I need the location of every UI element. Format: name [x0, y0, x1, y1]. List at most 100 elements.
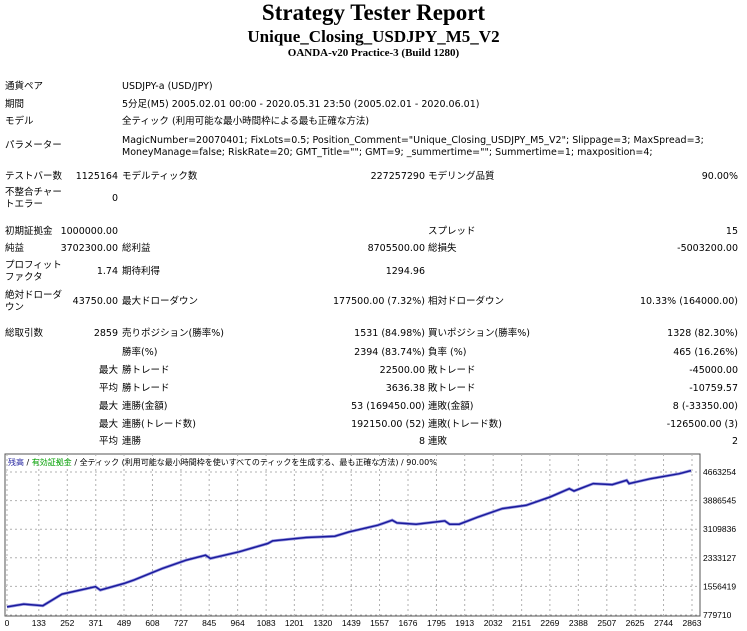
payoff-label: 期待利得	[122, 266, 161, 277]
win: 2394 (83.74%)	[354, 347, 425, 358]
rel-dd: 10.33% (164000.00)	[639, 296, 738, 307]
ticks: 227257290	[370, 171, 425, 182]
short-label: 売りポジション(勝率%)	[122, 328, 224, 339]
gross-profit-label: 総利益	[122, 243, 151, 254]
max-cw-count: 192150.00 (52)	[351, 419, 425, 430]
ea-name: Unique_Closing_USDJPY_M5_V2	[247, 27, 500, 46]
avg-cl: 2	[731, 436, 738, 447]
model: 全ティック (利用可能な最小時間枠による最も正確な方法)	[122, 116, 370, 127]
quality-label: モデリング品質	[428, 171, 495, 182]
avg-win-label: 勝トレード	[122, 383, 170, 394]
max-cl-count: -126500.00 (3)	[666, 419, 738, 430]
deposit-label: 初期証拠金	[5, 226, 53, 237]
sep: /	[72, 458, 80, 467]
errors-label-2: トエラー	[5, 199, 44, 210]
net-label: 純益	[5, 243, 25, 254]
avg-win: 3636.38	[385, 383, 425, 394]
x-tick-label: 489	[117, 618, 131, 628]
bars: 1125164	[75, 171, 118, 182]
max-label: 最大	[98, 401, 118, 412]
avg-cl-label: 連敗	[428, 436, 448, 447]
x-tick-label: 1201	[285, 618, 304, 628]
balance-line	[6, 469, 692, 608]
avg-cw-label: 連勝	[122, 436, 142, 447]
x-tick-label: 2269	[540, 618, 559, 628]
spread: 15	[725, 226, 738, 237]
bars-label: テストバー数	[5, 171, 63, 182]
max-cl-money: 8 (-33350.00)	[672, 401, 738, 412]
x-tick-label: 1557	[370, 618, 389, 628]
max-cl-count-label: 連敗(トレード数)	[428, 419, 502, 430]
x-tick-label: 2744	[654, 618, 673, 628]
y-tick-label: 4663254	[703, 467, 736, 477]
abs-dd-label-1: 絶対ドローダ	[5, 290, 63, 301]
sep: /	[399, 458, 407, 467]
short: 1531 (84.98%)	[354, 328, 425, 339]
x-tick-label: 1913	[455, 618, 474, 628]
plot-frame	[4, 453, 701, 617]
x-tick-label: 727	[174, 618, 188, 628]
gross-loss: -5003200.00	[677, 243, 738, 254]
x-tick-label: 1795	[427, 618, 446, 628]
params-label: パラメーター	[5, 140, 62, 151]
legend-equity: 有効証拠金	[32, 457, 72, 467]
max-dd-label: 最大ドローダウン	[122, 296, 199, 307]
y-tick-label: 3886545	[703, 496, 736, 506]
largest-win-label: 勝トレード	[122, 365, 170, 376]
quality: 90.00%	[701, 171, 738, 182]
gross-profit: 8705500.00	[367, 243, 425, 254]
max-cl-money-label: 連敗(金額)	[428, 401, 474, 412]
max-label: 最大	[98, 419, 118, 430]
largest-loss: -45000.00	[689, 365, 738, 376]
long: 1328 (82.30%)	[667, 328, 738, 339]
y-tick-label: 3109836	[703, 524, 736, 534]
period: 5分足(M5) 2005.02.01 00:00 - 2020.05.31 23…	[122, 99, 480, 110]
gross-loss-label: 総損失	[428, 243, 457, 254]
max-cw-money-label: 連勝(金額)	[122, 401, 168, 412]
x-tick-label: 2388	[569, 618, 588, 628]
params-2: MoneyManage=false; RiskRate=20; GMT_Titl…	[122, 147, 653, 158]
x-tick-label: 1439	[342, 618, 361, 628]
long-label: 買いポジション(勝率%)	[428, 328, 530, 339]
x-tick-label: 2507	[597, 618, 616, 628]
rel-dd-label: 相対ドローダウン	[428, 296, 505, 307]
pf-label-2: ファクタ	[5, 272, 43, 283]
payoff: 1294.96	[385, 266, 425, 277]
avg-cw: 8	[418, 436, 425, 447]
legend-model: 全ティック (利用可能な最小時間枠を使いすべてのティックを生成する、最も正確な方…	[80, 457, 399, 467]
ticks-label: モデルティック数	[122, 171, 198, 182]
pf: 1.74	[96, 266, 118, 277]
period-label: 期間	[5, 99, 25, 110]
equity-chart: 779710 1556419 2333127 3109836 3886545 466325…	[4, 453, 736, 628]
max-label: 最大	[98, 365, 118, 376]
x-tick-label: 1083	[257, 618, 276, 628]
pf-label-1: プロフィット	[5, 260, 62, 271]
legend-quality: 90.00%	[406, 458, 437, 467]
x-tick-label: 608	[145, 618, 159, 628]
avg-loss: -10759.57	[689, 383, 738, 394]
largest-loss-label: 敗トレード	[428, 365, 476, 376]
x-tick-label: 845	[202, 618, 216, 628]
x-tick-label: 1676	[399, 618, 418, 628]
max-cw-money: 53 (169450.00)	[351, 401, 425, 412]
spread-label: スプレッド	[428, 226, 476, 237]
params-1: MagicNumber=20070401; FixLots=0.5; Posit…	[122, 135, 704, 146]
x-tick-label: 2032	[484, 618, 503, 628]
deposit: 1000000.00	[60, 226, 118, 237]
x-tick-label: 2863	[683, 618, 702, 628]
y-tick-label: 779710	[703, 610, 732, 620]
loss-label: 負率 (%)	[428, 347, 467, 358]
x-tick-label: 252	[60, 618, 74, 628]
sep: /	[24, 458, 32, 467]
x-tick-label: 964	[231, 618, 245, 628]
abs-dd: 43750.00	[72, 296, 118, 307]
avg-label: 平均	[98, 436, 118, 447]
x-tick-label: 133	[32, 618, 46, 628]
x-tick-label: 2625	[626, 618, 645, 628]
trades: 2859	[93, 328, 118, 339]
max-cw-count-label: 連勝(トレード数)	[122, 419, 196, 430]
errors: 0	[111, 193, 118, 204]
model-label: モデル	[5, 116, 34, 127]
trades-label: 総取引数	[5, 328, 44, 339]
server-build: OANDA-v20 Practice-3 (Build 1280)	[287, 47, 460, 59]
